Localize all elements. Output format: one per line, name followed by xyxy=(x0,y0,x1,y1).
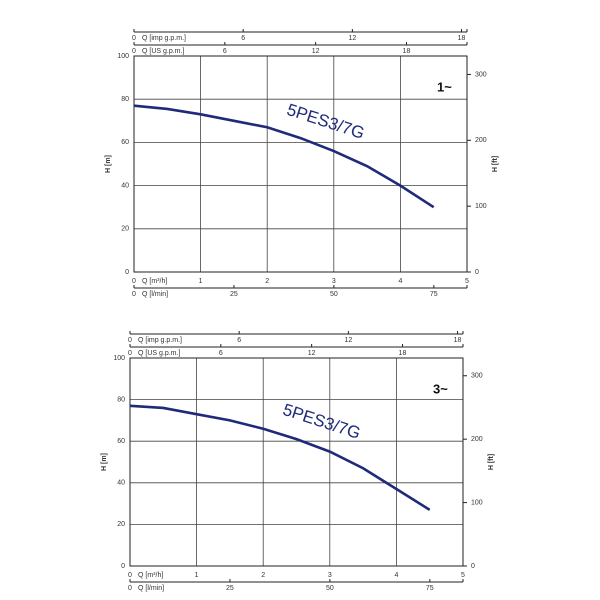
curve xyxy=(129,404,431,511)
axis-tick-label: 0 xyxy=(132,291,136,298)
axis-label: Q [l/min] xyxy=(142,291,168,298)
x-tick-label: 0 xyxy=(128,572,132,579)
x-tick-label: 2 xyxy=(265,278,269,285)
x-tick-label: 4 xyxy=(394,572,398,579)
axis-tick-label: 18 xyxy=(454,337,462,344)
axis-tick-label: 25 xyxy=(226,585,234,592)
y-tick-label: 20 xyxy=(121,226,129,233)
x-tick-label: 5 xyxy=(465,278,469,285)
axis-tick-label: 75 xyxy=(430,291,438,298)
axis-tick-label: 18 xyxy=(403,48,411,55)
x-tick-label: 0 xyxy=(132,278,136,285)
y2-tick-label: 100 xyxy=(471,499,483,506)
axis-tick-label: 25 xyxy=(230,291,238,298)
y-tick-label: 100 xyxy=(117,53,129,60)
x-tick-label: 4 xyxy=(398,278,402,285)
axis-tick-label: 6 xyxy=(219,350,223,357)
y2-tick-label: 100 xyxy=(475,203,487,210)
axis-tick-label: 12 xyxy=(344,337,352,344)
curve xyxy=(133,104,435,209)
y-tick-label: 0 xyxy=(125,269,129,276)
x-tick-label: 5 xyxy=(461,572,465,579)
axis-tick-label: 0 xyxy=(132,35,136,42)
y-tick-label: 100 xyxy=(113,355,125,362)
axis-label: Q [imp g.p.m.] xyxy=(138,337,182,344)
axis-tick-label: 6 xyxy=(223,48,227,55)
axis-label: Q [l/min] xyxy=(138,585,164,592)
axis-tick-label: 6 xyxy=(237,337,241,344)
axis-label: Q [US g.p.m.] xyxy=(142,48,184,55)
axis-tick-label: 18 xyxy=(399,350,407,357)
y2-tick-label: 300 xyxy=(471,373,483,380)
curve-label: 5PES3/7G xyxy=(281,400,363,443)
plot-frame xyxy=(129,357,464,567)
y2-tick-label: 200 xyxy=(471,436,483,443)
x-axis-label: Q [m³/h] xyxy=(138,572,163,579)
y-tick-label: 60 xyxy=(117,438,125,445)
axis-tick-label: 0 xyxy=(128,585,132,592)
axis-tick-label: 6 xyxy=(241,35,245,42)
y2-tick-label: 200 xyxy=(475,137,487,144)
y2-tick-label: 0 xyxy=(471,563,475,570)
y2-tick-label: 0 xyxy=(475,269,479,276)
y-tick-label: 80 xyxy=(121,96,129,103)
x-tick-label: 3 xyxy=(328,572,332,579)
y-tick-label: 40 xyxy=(117,480,125,487)
axis-tick-label: 12 xyxy=(308,350,316,357)
axis-tick-label: 0 xyxy=(128,350,132,357)
y-tick-label: 40 xyxy=(121,182,129,189)
x-tick-label: 3 xyxy=(332,278,336,285)
phase-badge: 1~ xyxy=(437,79,452,94)
x-axis-label: Q [m³/h] xyxy=(142,278,167,285)
axis-label: Q [imp g.p.m.] xyxy=(142,35,186,42)
phase-badge: 3~ xyxy=(433,381,448,396)
x-tick-label: 2 xyxy=(261,572,265,579)
y2-tick-label: 300 xyxy=(475,71,487,78)
axis-tick-label: 12 xyxy=(312,48,320,55)
y-tick-label: 0 xyxy=(121,563,125,570)
axis-tick-label: 50 xyxy=(330,291,338,298)
axis-tick-label: 0 xyxy=(132,48,136,55)
y-axis-label: H [m] xyxy=(101,453,108,471)
y-tick-label: 60 xyxy=(121,139,129,146)
axis-tick-label: 75 xyxy=(426,585,434,592)
y2-axis-label: H [ft] xyxy=(492,156,499,172)
y-tick-label: 80 xyxy=(117,396,125,403)
axis-tick-label: 0 xyxy=(128,337,132,344)
y2-axis-label: H [ft] xyxy=(488,454,495,470)
x-tick-label: 1 xyxy=(199,278,203,285)
axis-tick-label: 12 xyxy=(348,35,356,42)
x-tick-label: 1 xyxy=(195,572,199,579)
axis-label: Q [US g.p.m.] xyxy=(138,350,180,357)
axis-tick-label: 50 xyxy=(326,585,334,592)
y-axis-label: H [m] xyxy=(105,155,112,173)
axis-tick-label: 18 xyxy=(458,35,466,42)
y-tick-label: 20 xyxy=(117,521,125,528)
plot-frame xyxy=(133,55,468,273)
